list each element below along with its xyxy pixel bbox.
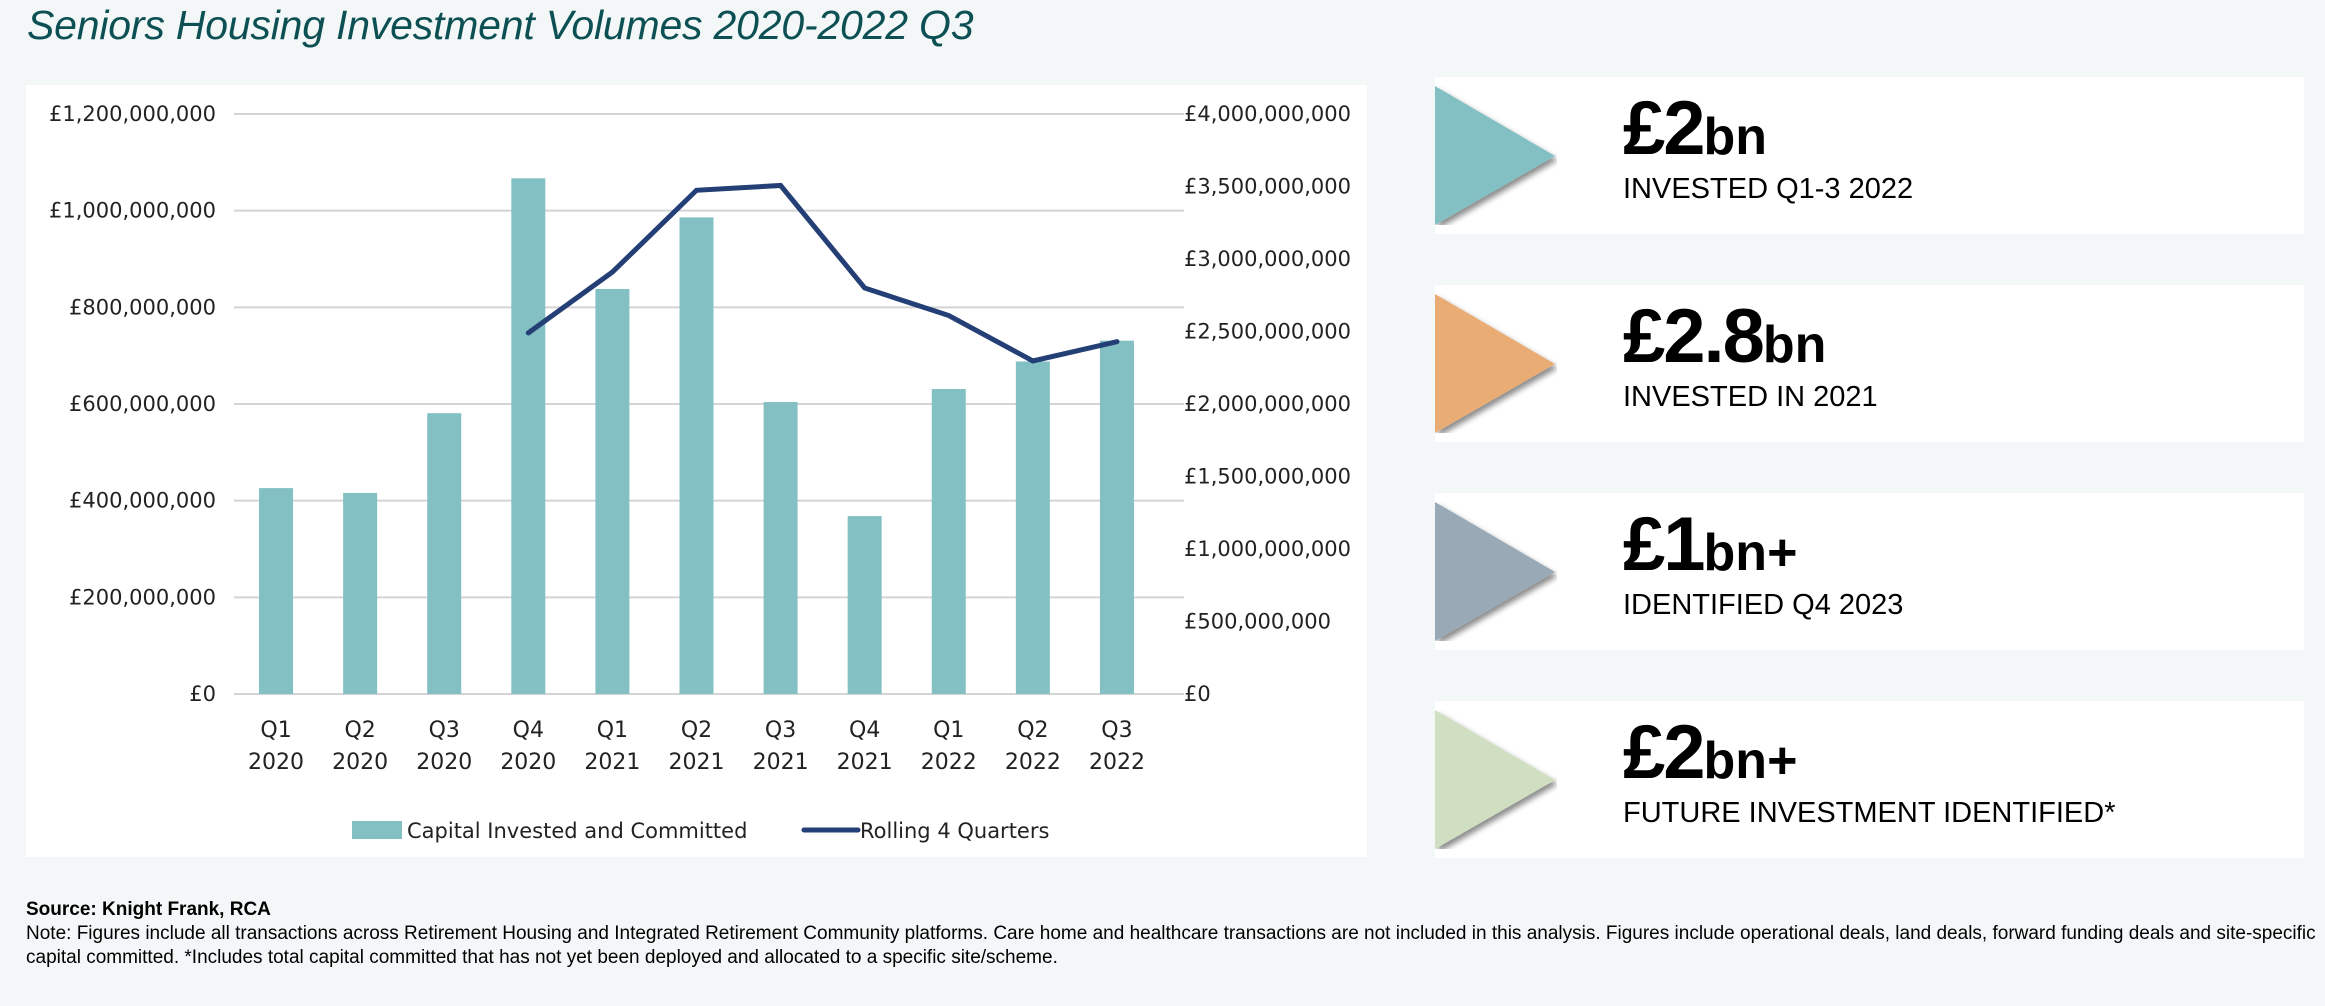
x-axis-tick-label: Q4	[513, 718, 544, 743]
stat-label: INVESTED IN 2021	[1623, 381, 1878, 413]
x-axis-tick-label-year: 2022	[1005, 750, 1061, 775]
left-axis-tick-label: £600,000,000	[69, 392, 216, 416]
right-axis-tick-label: £2,500,000,000	[1184, 320, 1351, 344]
stat-label: IDENTIFIED Q4 2023	[1623, 589, 1904, 621]
left-axis-tick-label: £400,000,000	[69, 489, 216, 513]
legend: Capital Invested and Committed Rolling 4 …	[352, 819, 1049, 843]
bar	[427, 413, 462, 694]
footnote: Note: Figures include all transactions a…	[26, 923, 2316, 968]
x-axis-tick-label: Q1	[933, 718, 964, 743]
x-axis-tick-label: Q1	[597, 718, 628, 743]
x-axis-tick-label-year: 2022	[921, 750, 977, 775]
stat-value: £2bn+	[1623, 710, 1798, 795]
x-axis-tick-label-year: 2020	[416, 750, 472, 775]
x-axis-tick-label: Q2	[344, 718, 375, 743]
bar	[1015, 361, 1050, 694]
stat-card-future-investment: £2bn+ FUTURE INVESTMENT IDENTIFIED*	[1435, 701, 2304, 858]
bar	[763, 402, 798, 694]
x-axis-tick-label-year: 2020	[500, 750, 556, 775]
x-axis-tick-label: Q1	[260, 718, 291, 743]
stat-value: £2bn	[1623, 86, 1768, 171]
x-axis-tick-label-year: 2020	[248, 750, 304, 775]
x-axis-tick-label: Q3	[1101, 718, 1132, 743]
left-axis-tick-label: £0	[189, 682, 216, 706]
stat-card-invested-2022: £2bn INVESTED Q1-3 2022	[1435, 77, 2304, 234]
investment-chart: £0 £200,000,000 £400,000,000 £600,000,000 £8…	[49, 102, 1351, 843]
x-axis: Q1 2020 Q2 2020 Q3 2020 Q4 2020 Q1 2021 Q2 2021 Q3 20…	[248, 718, 1145, 775]
stat-card-invested-2021: £2.8bn INVESTED IN 2021	[1435, 285, 2304, 442]
bar	[931, 389, 966, 694]
stat-value: £2.8bn	[1623, 294, 1827, 379]
bar	[259, 488, 294, 694]
x-axis-tick-label-year: 2021	[837, 750, 893, 775]
x-axis-tick-label: Q2	[681, 718, 712, 743]
source-note: Source: Knight Frank, RCA	[26, 899, 271, 920]
page-title: Seniors Housing Investment Volumes 2020-…	[27, 2, 974, 48]
right-axis-tick-label: £3,500,000,000	[1184, 175, 1351, 199]
legend-label-line: Rolling 4 Quarters	[860, 819, 1049, 843]
left-axis-tick-label: £800,000,000	[69, 295, 216, 319]
x-axis-tick-label: Q4	[849, 718, 880, 743]
right-axis: £0 £500,000,000 £1,000,000,000 £1,500,000,0…	[1184, 102, 1351, 706]
chart-panel: £0 £200,000,000 £400,000,000 £600,000,000 £8…	[26, 85, 1367, 857]
x-axis-tick-label-year: 2020	[332, 750, 388, 775]
x-axis-tick-label-year: 2021	[584, 750, 640, 775]
left-axis-tick-label: £1,200,000,000	[49, 102, 216, 126]
line-series	[525, 182, 1120, 364]
x-axis-tick-label: Q2	[1017, 718, 1048, 743]
x-axis-tick-label-year: 2021	[753, 750, 809, 775]
bar	[343, 492, 378, 694]
legend-swatch-bar	[352, 821, 402, 839]
right-axis-tick-label: £3,000,000,000	[1184, 247, 1351, 271]
left-axis-tick-label: £1,000,000,000	[49, 199, 216, 223]
bar	[511, 178, 546, 694]
legend-label-bar: Capital Invested and Committed	[407, 819, 747, 843]
bar-series	[259, 178, 1134, 694]
right-axis-tick-label: £1,500,000,000	[1184, 465, 1351, 489]
stat-label: INVESTED Q1-3 2022	[1623, 173, 1914, 205]
triangle-arrow-icon	[1435, 502, 1555, 641]
right-axis-tick-label: £2,000,000,000	[1184, 392, 1351, 416]
right-axis-tick-label: £0	[1184, 682, 1211, 706]
x-axis-tick-label: Q3	[765, 718, 796, 743]
triangle-arrow-icon	[1435, 294, 1555, 433]
bar	[1099, 340, 1134, 694]
stat-card-identified-q4-2023: £1bn+ IDENTIFIED Q4 2023	[1435, 493, 2304, 650]
footer: Source: Knight Frank, RCA Note: Figures …	[26, 898, 2316, 970]
triangle-arrow-icon	[1435, 710, 1555, 849]
left-axis: £0 £200,000,000 £400,000,000 £600,000,000 £8…	[49, 102, 216, 706]
stat-value: £1bn+	[1623, 502, 1798, 587]
left-axis-tick-label: £200,000,000	[69, 585, 216, 609]
stat-label: FUTURE INVESTMENT IDENTIFIED*	[1623, 797, 2116, 829]
x-axis-tick-label-year: 2021	[669, 750, 725, 775]
x-axis-tick-label-year: 2022	[1089, 750, 1145, 775]
right-axis-tick-label: £500,000,000	[1184, 610, 1331, 634]
bar	[679, 217, 714, 694]
right-axis-tick-label: £1,000,000,000	[1184, 537, 1351, 561]
x-axis-tick-label: Q3	[429, 718, 460, 743]
rolling-line	[525, 182, 1120, 364]
bar	[847, 516, 882, 694]
right-axis-tick-label: £4,000,000,000	[1184, 102, 1351, 126]
triangle-arrow-icon	[1435, 86, 1555, 225]
bar	[595, 288, 630, 694]
